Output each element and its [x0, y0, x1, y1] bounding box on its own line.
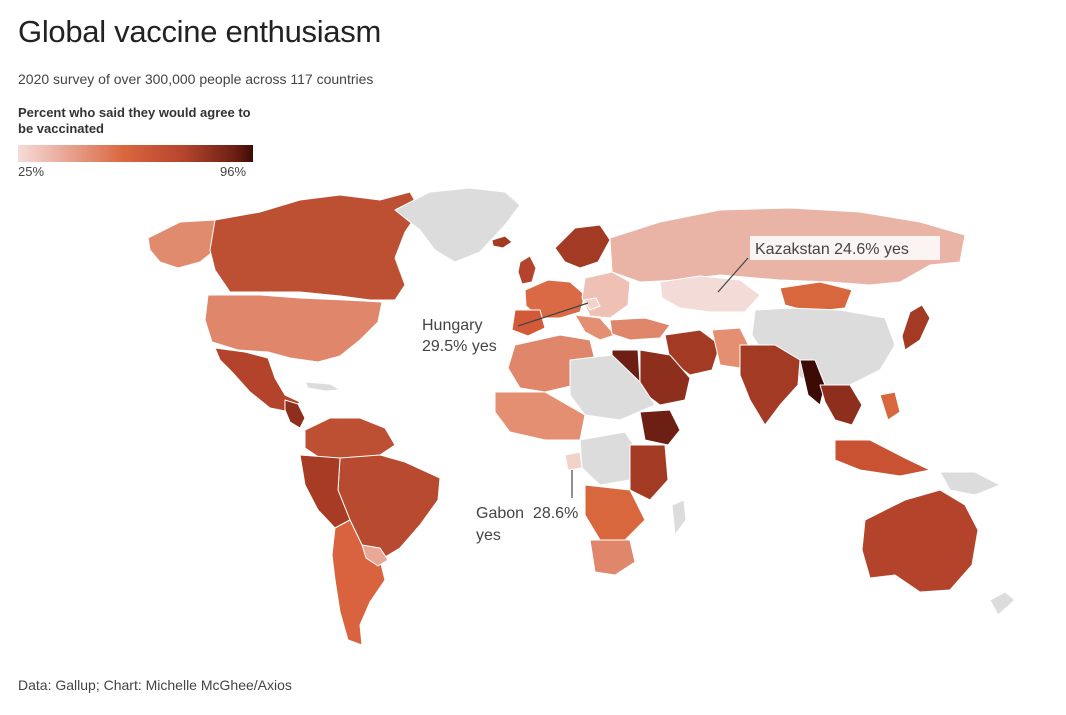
region-mongolia — [779, 281, 853, 313]
region-australia — [861, 489, 979, 593]
region-central-america — [284, 399, 306, 429]
region-uk — [517, 255, 537, 285]
region-japan — [901, 304, 931, 351]
legend-max-label: 96% — [220, 164, 247, 179]
gabon-label-line2: yes — [476, 527, 501, 544]
hungary-label-line1: Hungary — [422, 317, 482, 334]
source-credit: Data: Gallup; Chart: Michelle McGhee/Axi… — [18, 677, 292, 693]
region-scandinavia — [554, 224, 611, 269]
chart-title: Global vaccine enthusiasm — [18, 14, 381, 49]
region-madagascar — [671, 499, 687, 536]
region-south-america-north — [304, 417, 396, 459]
legend-min-label: 25% — [18, 164, 45, 179]
region-southeast-asia — [819, 384, 863, 426]
region-canada — [209, 191, 421, 301]
region-philippines — [879, 391, 901, 421]
region-west-africa — [494, 391, 586, 441]
region-greenland — [394, 187, 521, 263]
legend-title: Percent who said they would agree to be … — [18, 105, 251, 136]
gabon-label-line1: Gabon 28.6% — [476, 505, 578, 522]
kazakhstan-label: Kazakstan 24.6% yes — [755, 241, 909, 258]
region-sahara — [569, 354, 656, 421]
region-kazakhstan — [659, 275, 761, 313]
region-balkans-italy — [574, 314, 616, 341]
hungary-label-line2: 29.5% yes — [422, 338, 497, 355]
region-papua — [939, 471, 1001, 496]
region-indonesia — [834, 439, 931, 477]
hungary-pointer — [517, 302, 589, 327]
region-ethiopia — [639, 409, 681, 446]
region-usa — [204, 294, 383, 363]
region-cuba — [304, 381, 341, 392]
chart-subtitle: 2020 survey of over 300,000 people acros… — [18, 71, 374, 87]
region-south-africa — [589, 539, 636, 576]
region-paraguay-uruguay — [361, 544, 389, 567]
legend-color-scale — [18, 145, 253, 162]
region-eastern-europe — [581, 271, 631, 319]
region-alaska — [147, 219, 226, 269]
region-turkey-caucasus — [609, 317, 671, 341]
region-iceland — [491, 235, 513, 249]
region-east-africa — [629, 444, 669, 501]
region-india — [739, 344, 801, 426]
kazakhstan-label-bg — [750, 236, 940, 260]
region-hungary — [583, 297, 601, 311]
kazakhstan-pointer — [717, 257, 749, 293]
region-gabon — [564, 451, 583, 471]
region-new-zealand — [989, 591, 1016, 616]
